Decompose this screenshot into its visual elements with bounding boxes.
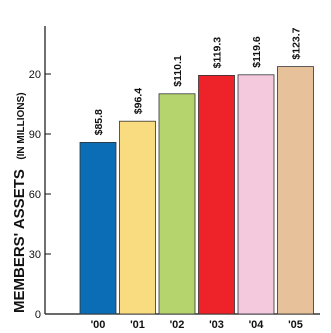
y-axis-label-main: MEMBERS' ASSETS — [11, 169, 28, 313]
data-label-3: $119.3 — [212, 37, 224, 69]
bar-2 — [158, 93, 196, 315]
x-tick-label: '02 — [170, 319, 185, 331]
x-tick-label: '05 — [288, 319, 303, 331]
y-tick-label: 30 — [29, 249, 41, 261]
bar-3 — [198, 75, 235, 315]
data-label-5: $123.7 — [291, 27, 303, 59]
bar-0 — [79, 141, 117, 315]
data-label-1: $96.4 — [133, 88, 145, 114]
y-axis-label: MEMBERS' ASSETS (IN MILLIONS) — [11, 92, 28, 313]
y-ticks: 0 30 60 90 20 — [29, 69, 51, 321]
x-tick-labels: '00 '01 '02 '03 '04 '05 — [91, 319, 303, 331]
y-tick-label: 60 — [29, 189, 41, 201]
x-tick-label: '00 — [91, 319, 106, 331]
y-tick-label: 0 — [35, 309, 41, 321]
x-tick-label: '01 — [130, 319, 145, 331]
data-label-4: $119.6 — [251, 36, 263, 68]
x-tick-label: '03 — [209, 319, 224, 331]
data-label-0: $85.8 — [93, 109, 105, 135]
bars: $85.8 $96.4 $110.1 $119.3 $119.6 $123.7 — [79, 27, 314, 315]
bar-4 — [237, 74, 275, 315]
bar-5 — [277, 66, 314, 315]
y-tick-label: 90 — [29, 129, 41, 141]
bar-1 — [119, 120, 156, 315]
y-tick-label: 20 — [29, 69, 41, 81]
data-label-2: $110.1 — [172, 55, 184, 87]
y-axis-label-sub: (IN MILLIONS) — [16, 92, 27, 159]
x-tick-label: '04 — [249, 319, 265, 331]
y-axis-label-group: MEMBERS' ASSETS (IN MILLIONS) — [11, 92, 28, 313]
